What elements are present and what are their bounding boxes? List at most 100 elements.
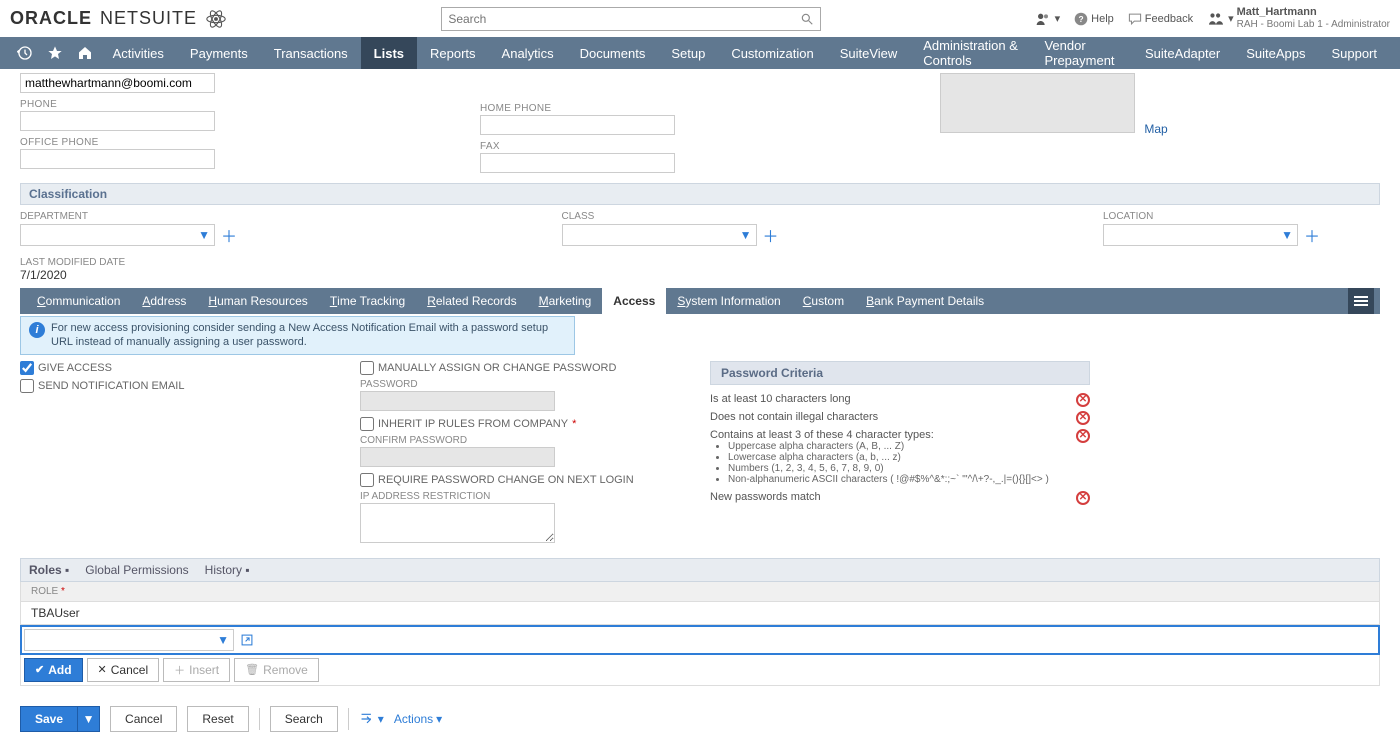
save-dropdown[interactable]: ▼	[78, 706, 100, 732]
give-access-checkbox[interactable]	[20, 361, 34, 375]
manually-assign-checkbox[interactable]	[360, 361, 374, 375]
require-change-label: REQUIRE PASSWORD CHANGE ON NEXT LOGIN	[378, 474, 634, 486]
phone-label: PHONE	[20, 99, 460, 110]
fax-label: FAX	[480, 141, 920, 152]
class-select[interactable]: ▼	[562, 224, 757, 246]
subtab-access[interactable]: Access	[602, 288, 666, 314]
shortcuts-icon[interactable]	[40, 37, 70, 69]
nav-support[interactable]: Support	[1318, 37, 1390, 69]
nav-activities[interactable]: Activities	[100, 37, 177, 69]
subtab-bank-payment-details[interactable]: Bank Payment Details	[855, 288, 995, 314]
brand-app-icon	[205, 8, 227, 30]
department-label: DEPARTMENT	[20, 211, 237, 222]
access-info-text: For new access provisioning consider sen…	[51, 321, 566, 350]
record-subtabs: CommunicationAddressHuman ResourcesTime …	[20, 288, 1380, 314]
divider	[259, 708, 260, 730]
user-name: Matt_Hartmann	[1237, 6, 1390, 19]
top-bar: ORACLE NETSUITE ▾ ? Help Feedback ▾ Matt	[0, 0, 1400, 37]
phone-field[interactable]	[20, 111, 215, 131]
role-row-value[interactable]: TBAUser	[20, 602, 1380, 625]
global-permissions-tab[interactable]: Global Permissions	[85, 563, 188, 577]
nav-lists[interactable]: Lists	[361, 37, 417, 69]
search-button[interactable]: Search	[270, 706, 338, 732]
location-add-icon[interactable]: ＋	[1304, 223, 1320, 247]
nav-reports[interactable]: Reports	[417, 37, 489, 69]
global-search-input[interactable]	[448, 12, 800, 26]
nav-setup[interactable]: Setup	[658, 37, 718, 69]
recent-records-icon[interactable]	[10, 37, 40, 69]
actions-menu[interactable]: Actions ▾	[394, 712, 442, 726]
office-phone-field[interactable]	[20, 149, 215, 169]
subtab-human-resources[interactable]: Human Resources	[197, 288, 318, 314]
form-area: PHONE OFFICE PHONE HOME PHONE FAX Map Cl…	[0, 69, 1400, 694]
nav-administration-controls[interactable]: Administration & Controls	[910, 37, 1031, 69]
criteria-4: New passwords match	[710, 491, 1066, 503]
subtab-time-tracking[interactable]: Time Tracking	[319, 288, 416, 314]
password-field[interactable]	[360, 391, 555, 411]
feedback-link[interactable]: Feedback	[1128, 12, 1193, 26]
nav-transactions[interactable]: Transactions	[261, 37, 361, 69]
criteria-fail-icon: ✕	[1076, 411, 1090, 425]
manually-assign-label: MANUALLY ASSIGN OR CHANGE PASSWORD	[378, 362, 616, 374]
cancel-button[interactable]: Cancel	[110, 706, 177, 732]
add-button[interactable]: ✔Add	[24, 658, 83, 682]
subtab-custom[interactable]: Custom	[792, 288, 855, 314]
home-phone-field[interactable]	[480, 115, 675, 135]
subtab-address[interactable]: Address	[131, 288, 197, 314]
more-actions-icon[interactable]: ▾	[359, 712, 384, 726]
cancel-row-button[interactable]: ✕Cancel	[87, 658, 160, 682]
roles-tab[interactable]: Roles ▪	[29, 563, 69, 577]
nav-suiteapps[interactable]: SuiteApps	[1233, 37, 1318, 69]
role-edit-row[interactable]: ▼	[20, 625, 1380, 655]
remove-button[interactable]: 🗑Remove	[234, 658, 319, 682]
nav-payments[interactable]: Payments	[177, 37, 261, 69]
open-record-icon[interactable]	[240, 633, 258, 647]
home-icon[interactable]	[70, 37, 100, 69]
confirm-password-field[interactable]	[360, 447, 555, 467]
subtab-overflow-icon[interactable]	[1348, 288, 1374, 314]
criteria-fail-icon: ✕	[1076, 491, 1090, 505]
ip-restriction-label: IP ADDRESS RESTRICTION	[360, 491, 670, 502]
user-menu[interactable]: ▾ Matt_Hartmann RAH - Boomi Lab 1 - Admi…	[1207, 6, 1390, 31]
nav-suiteview[interactable]: SuiteView	[827, 37, 911, 69]
subtab-related-records[interactable]: Related Records	[416, 288, 527, 314]
help-link[interactable]: ? Help	[1074, 12, 1114, 26]
department-add-icon[interactable]: ＋	[221, 223, 237, 247]
department-select[interactable]: ▼	[20, 224, 215, 246]
location-select[interactable]: ▼	[1103, 224, 1298, 246]
nav-analytics[interactable]: Analytics	[489, 37, 567, 69]
access-info-box: i For new access provisioning consider s…	[20, 316, 575, 355]
subtab-communication[interactable]: Communication	[26, 288, 131, 314]
nav-customization[interactable]: Customization	[718, 37, 826, 69]
classification-section: Classification	[20, 183, 1380, 205]
help-label: Help	[1091, 13, 1114, 25]
inherit-ip-checkbox[interactable]	[360, 417, 374, 431]
fax-field[interactable]	[480, 153, 675, 173]
nav-documents[interactable]: Documents	[567, 37, 659, 69]
role-select[interactable]: ▼	[24, 629, 234, 651]
subtab-system-information[interactable]: System Information	[666, 288, 791, 314]
subtab-marketing[interactable]: Marketing	[528, 288, 603, 314]
save-button[interactable]: Save	[20, 706, 78, 732]
send-notification-label: SEND NOTIFICATION EMAIL	[38, 380, 184, 392]
email-field[interactable]	[20, 73, 215, 93]
map-preview	[940, 73, 1135, 133]
criteria-3b: Lowercase alpha characters (a, b, ... z)	[728, 452, 1066, 463]
brand-oracle: ORACLE	[10, 8, 92, 29]
require-change-checkbox[interactable]	[360, 473, 374, 487]
svg-text:?: ?	[1079, 13, 1084, 23]
send-notification-checkbox[interactable]	[20, 379, 34, 393]
nav-vendor-prepayment[interactable]: Vendor Prepayment	[1031, 37, 1132, 69]
nav-suiteadapter[interactable]: SuiteAdapter	[1132, 37, 1233, 69]
insert-button[interactable]: ＋Insert	[163, 658, 230, 682]
confirm-password-label: CONFIRM PASSWORD	[360, 435, 670, 446]
map-link[interactable]: Map	[1144, 122, 1167, 136]
role-switcher-icon[interactable]: ▾	[1036, 12, 1061, 26]
class-add-icon[interactable]: ＋	[763, 223, 779, 247]
history-tab[interactable]: History ▪	[205, 563, 250, 577]
global-search[interactable]	[441, 7, 821, 31]
search-icon[interactable]	[800, 12, 814, 26]
brand-netsuite: NETSUITE	[100, 8, 197, 29]
ip-restriction-field[interactable]	[360, 503, 555, 543]
reset-button[interactable]: Reset	[187, 706, 248, 732]
